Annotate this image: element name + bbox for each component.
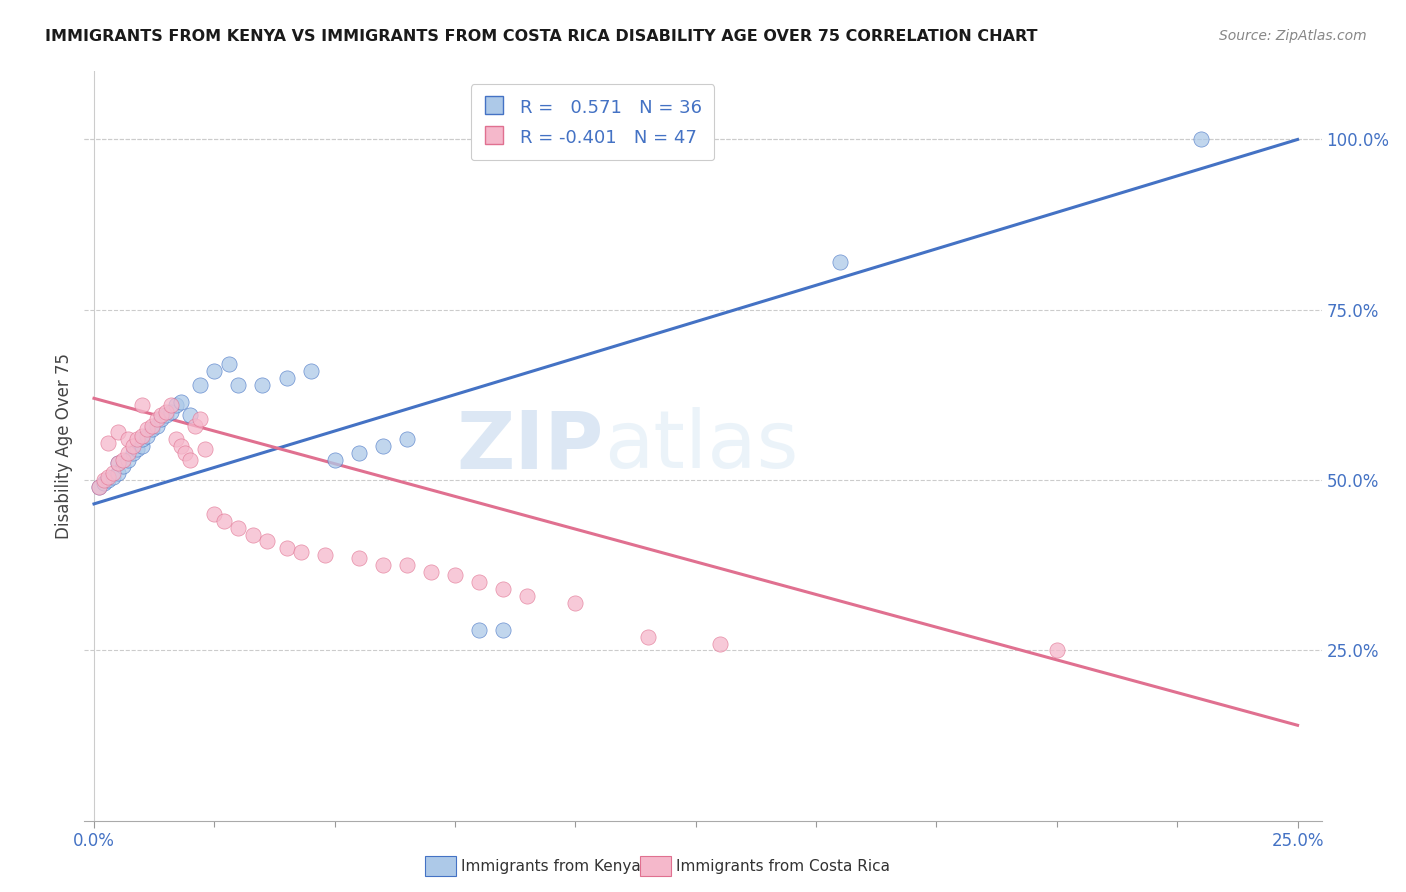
Point [276, 371, 298, 385]
Point [93, 476, 115, 491]
Point [160, 405, 183, 419]
Point [136, 429, 159, 443]
Point [111, 452, 134, 467]
Point [131, 429, 153, 443]
Point [127, 432, 149, 446]
Point [141, 418, 163, 433]
Point [97, 473, 120, 487]
Point [169, 439, 191, 453]
Point [117, 452, 139, 467]
Point [150, 411, 173, 425]
Point [202, 364, 225, 378]
Point [87, 480, 110, 494]
Point [121, 439, 143, 453]
Point [347, 551, 370, 566]
Point [107, 456, 129, 470]
Point [184, 418, 207, 433]
Point [395, 432, 418, 446]
Point [169, 394, 191, 409]
Point [117, 432, 139, 446]
Point [179, 452, 201, 467]
Point [103, 469, 125, 483]
Point [93, 473, 115, 487]
Point [136, 422, 159, 436]
Point [160, 398, 183, 412]
Point [492, 623, 515, 637]
Point [165, 432, 187, 446]
Point [103, 467, 125, 481]
Point [1046, 643, 1069, 657]
Point [371, 558, 394, 573]
Point [188, 411, 211, 425]
Point [107, 425, 129, 440]
Point [276, 541, 298, 556]
Point [242, 527, 264, 541]
Point [323, 452, 346, 467]
Text: atlas: atlas [605, 407, 799, 485]
Point [145, 411, 167, 425]
Point [155, 409, 177, 423]
Point [492, 582, 515, 596]
Point [564, 596, 586, 610]
Legend: R =   0.571   N = 36, R = -0.401   N = 47: R = 0.571 N = 36, R = -0.401 N = 47 [471, 84, 714, 161]
Text: IMMIGRANTS FROM KENYA VS IMMIGRANTS FROM COSTA RICA DISABILITY AGE OVER 75 CORRE: IMMIGRANTS FROM KENYA VS IMMIGRANTS FROM… [45, 29, 1038, 44]
Point [468, 623, 491, 637]
Point [218, 357, 240, 371]
Point [107, 467, 129, 481]
Point [131, 398, 153, 412]
Point [420, 565, 443, 579]
Point [87, 480, 110, 494]
Text: Source: ZipAtlas.com: Source: ZipAtlas.com [1219, 29, 1367, 43]
Point [202, 507, 225, 521]
Point [709, 636, 731, 650]
Y-axis label: Disability Age Over 75: Disability Age Over 75 [55, 353, 73, 539]
Point [145, 418, 167, 433]
Point [179, 409, 201, 423]
Point [256, 534, 278, 549]
Point [468, 575, 491, 590]
Point [516, 589, 538, 603]
Text: Immigrants from Costa Rica: Immigrants from Costa Rica [676, 859, 890, 873]
Point [444, 568, 467, 582]
Point [117, 446, 139, 460]
Point [131, 439, 153, 453]
Point [155, 405, 177, 419]
Point [194, 442, 217, 457]
Point [97, 469, 120, 483]
Point [127, 442, 149, 457]
Point [228, 377, 250, 392]
Point [97, 435, 120, 450]
Point [150, 409, 173, 423]
Point [252, 377, 274, 392]
Point [107, 456, 129, 470]
Point [830, 255, 852, 269]
Point [1189, 132, 1212, 146]
Point [174, 446, 197, 460]
Point [141, 422, 163, 436]
Point [212, 514, 235, 528]
Point [188, 377, 211, 392]
Point [165, 398, 187, 412]
Point [121, 446, 143, 460]
Point [111, 459, 134, 474]
Text: Immigrants from Kenya: Immigrants from Kenya [461, 859, 641, 873]
Point [228, 521, 250, 535]
Point [131, 432, 153, 446]
Point [371, 439, 394, 453]
Point [290, 544, 312, 558]
Point [637, 630, 659, 644]
Point [395, 558, 418, 573]
Point [314, 548, 336, 562]
Text: ZIP: ZIP [457, 407, 605, 485]
Point [347, 446, 370, 460]
Point [299, 364, 322, 378]
